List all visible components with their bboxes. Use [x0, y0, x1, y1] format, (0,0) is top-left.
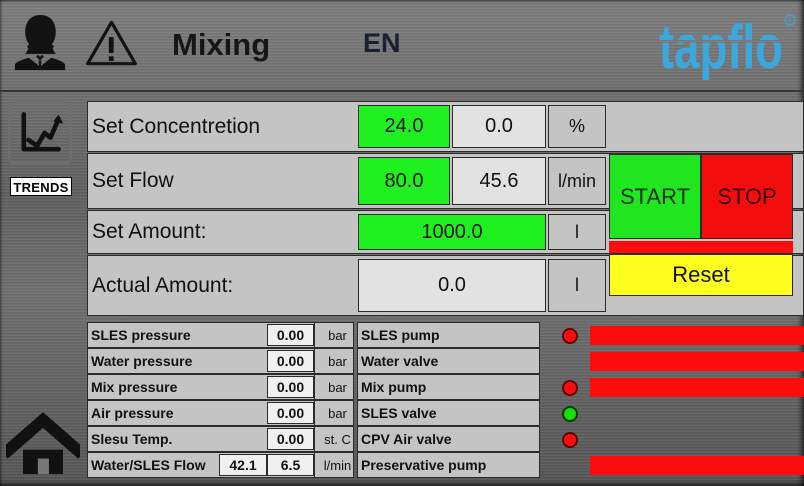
svg-text:tapflo: tapflo: [659, 13, 783, 80]
svg-text:R: R: [788, 18, 792, 24]
